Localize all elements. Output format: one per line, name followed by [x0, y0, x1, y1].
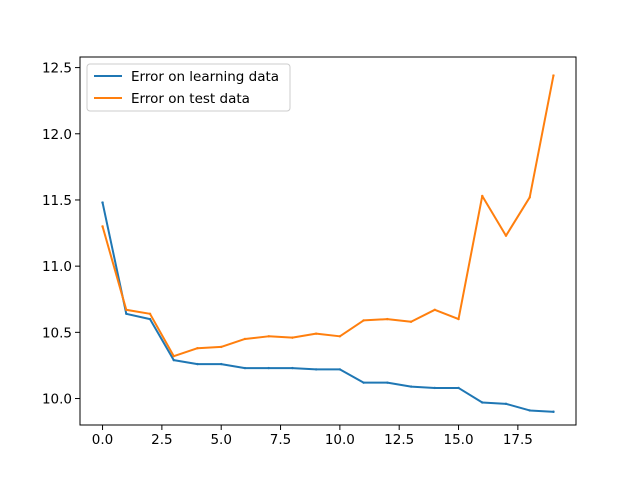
legend-label-2: Error on test data	[131, 91, 250, 107]
legend: Error on learning data Error on test data	[86, 63, 291, 112]
data-point-s1-1	[125, 312, 128, 316]
y-tick-label-5: 12.5	[42, 61, 72, 77]
y-tick-label-3: 11.5	[42, 193, 72, 209]
y-tick-label-2: 11.0	[42, 259, 72, 275]
data-point-s2-17	[504, 234, 508, 237]
data-point-s1-12	[386, 381, 389, 384]
data-point-s2-11	[362, 319, 365, 322]
data-point-s2-19	[552, 74, 555, 77]
data-point-s1-17	[504, 402, 508, 406]
data-point-s2-3	[172, 354, 175, 358]
data-point-s2-13	[409, 320, 413, 323]
x-tick-label-2: 5.0	[210, 432, 231, 448]
data-point-s1-0	[101, 201, 104, 204]
data-point-s2-9	[314, 332, 318, 335]
legend-box	[86, 63, 291, 112]
x-axis: 0.0 2.5 5.0 7.5 10.0 12.5 15.0 17.5	[92, 425, 533, 448]
data-point-s2-15	[457, 317, 460, 321]
x-tick-label-6: 15.0	[443, 432, 473, 448]
data-point-s1-13	[409, 385, 413, 388]
data-point-s2-14	[433, 308, 436, 312]
x-tick-label-4: 10.0	[325, 432, 355, 448]
data-point-s1-10	[338, 368, 342, 371]
data-point-s1-18	[528, 409, 531, 412]
data-point-s1-16	[481, 401, 484, 404]
y-axis: 10.0 10.5 11.0 11.5 12.0 12.5	[42, 61, 80, 408]
data-point-s2-5	[220, 345, 223, 349]
data-point-s2-16	[481, 194, 484, 198]
data-point-s2-8	[291, 336, 294, 339]
data-point-s2-0	[101, 225, 104, 228]
data-point-s1-4	[196, 362, 199, 366]
x-tick-label-5: 12.5	[384, 432, 414, 448]
data-point-s2-1	[125, 308, 128, 312]
data-point-s1-8	[291, 366, 294, 370]
data-point-s2-6	[243, 337, 247, 341]
axes-frame	[79, 56, 577, 426]
series-line-1	[101, 201, 555, 413]
data-point-s2-18	[528, 196, 531, 199]
series-layer	[101, 74, 555, 413]
data-point-s1-5	[220, 362, 223, 366]
data-point-s2-7	[267, 335, 270, 338]
x-tick-label-0: 0.0	[92, 432, 113, 448]
x-tick-label-7: 17.5	[503, 432, 533, 448]
x-tick-label-3: 7.5	[270, 432, 291, 448]
data-point-s1-7	[267, 366, 270, 370]
y-tick-label-4: 12.0	[42, 127, 72, 143]
data-point-s1-14	[433, 386, 436, 390]
y-tick-label-0: 10.0	[42, 392, 72, 408]
data-point-s1-9	[314, 368, 318, 371]
data-point-s1-19	[552, 410, 555, 413]
data-point-s1-2	[148, 317, 152, 321]
data-point-s2-12	[386, 317, 389, 321]
data-point-s2-10	[338, 335, 342, 338]
data-point-s1-3	[172, 358, 175, 362]
data-point-s1-6	[243, 366, 247, 370]
data-point-s2-4	[196, 347, 199, 350]
data-point-s2-2	[148, 312, 152, 316]
legend-label-1: Error on learning data	[131, 69, 279, 85]
data-point-s1-15	[457, 386, 460, 390]
data-point-s1-11	[362, 381, 365, 384]
y-tick-label-1: 10.5	[42, 325, 72, 341]
x-tick-label-1: 2.5	[151, 432, 172, 448]
series-line-2	[101, 74, 555, 358]
